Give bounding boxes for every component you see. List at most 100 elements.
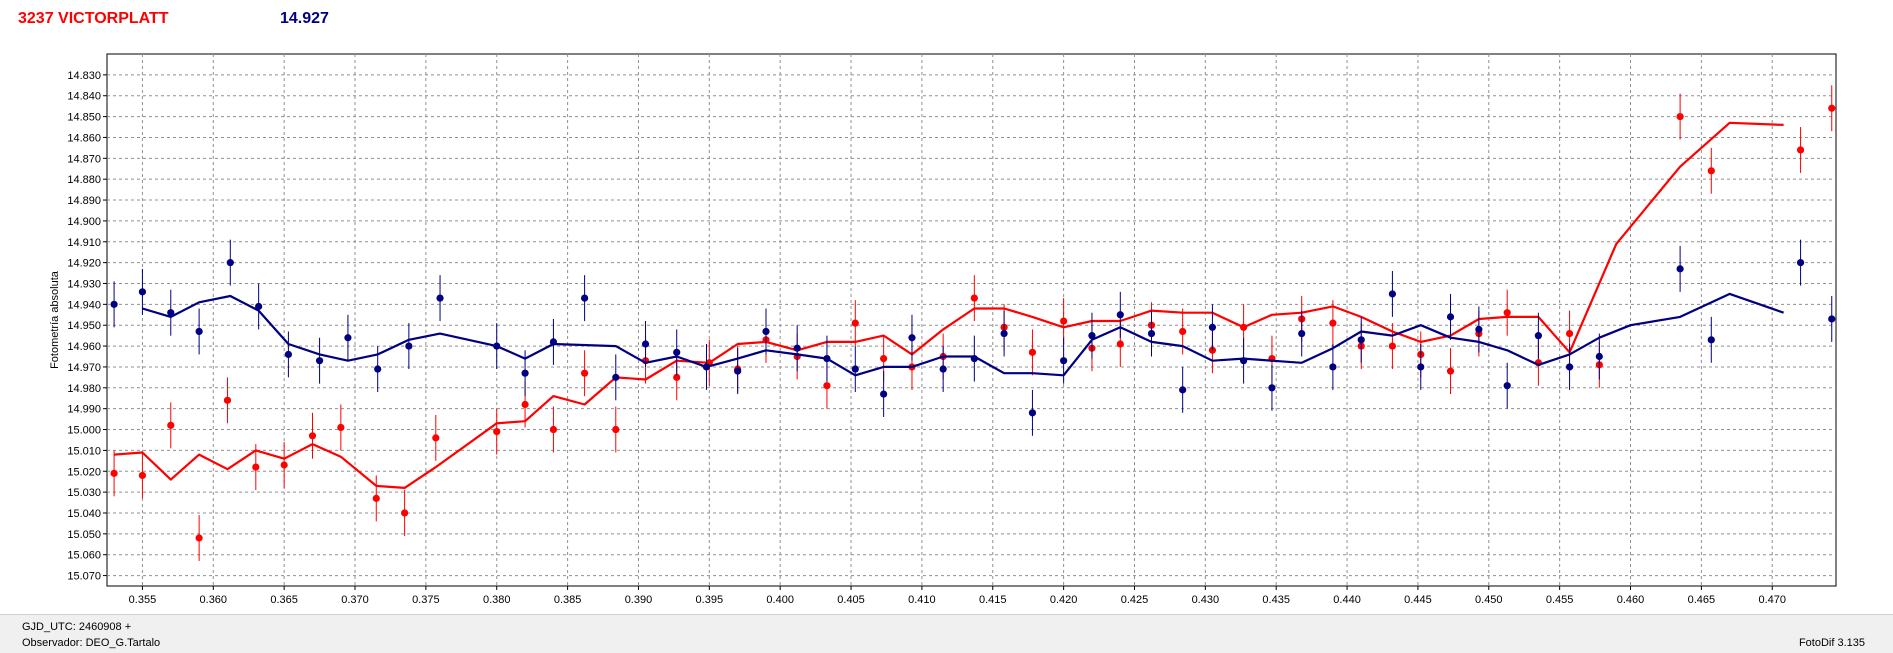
y-tick-label: 15.020 <box>67 466 101 478</box>
y-tick-label: 14.880 <box>67 174 101 186</box>
y-axis: 14.830 14.840 14.850 14.860 14.870 14.880 14.8… <box>67 70 107 583</box>
x-tick-label: 0.460 <box>1617 594 1645 606</box>
data-point <box>1796 259 1805 267</box>
data-point <box>851 319 859 327</box>
y-tick-label: 14.970 <box>67 362 101 374</box>
x-tick-label: 0.420 <box>1050 594 1078 606</box>
x-tick-label: 0.415 <box>979 594 1007 606</box>
data-point <box>432 434 440 442</box>
observer-label: Observador: DEO_G.Tartalo <box>22 637 161 649</box>
x-tick-label: 0.455 <box>1546 594 1574 606</box>
data-point <box>167 421 175 429</box>
version-label: FotoDif 3.135 <box>1798 637 1865 649</box>
data-point <box>1028 348 1037 356</box>
data-point <box>255 302 263 311</box>
data-point <box>1595 352 1603 361</box>
series-layer <box>110 85 1836 561</box>
data-point <box>1503 309 1511 317</box>
data-point <box>734 367 742 375</box>
x-tick-label: 0.425 <box>1121 594 1149 606</box>
y-tick-label: 14.890 <box>67 195 101 207</box>
data-point <box>284 350 293 359</box>
data-point <box>970 294 978 302</box>
data-point <box>1179 327 1187 336</box>
y-tick-label: 15.050 <box>67 529 101 541</box>
data-point <box>1116 340 1124 348</box>
data-point <box>1357 336 1365 344</box>
data-point <box>581 294 589 302</box>
series-fit-line <box>142 292 1784 377</box>
data-point <box>1707 336 1715 344</box>
data-point <box>1028 409 1037 417</box>
data-point <box>1676 112 1684 121</box>
data-point <box>702 363 711 371</box>
y-tick-label: 15.010 <box>67 445 101 457</box>
data-point <box>939 365 947 373</box>
plot-area <box>106 53 1837 587</box>
data-point <box>880 354 888 363</box>
data-point <box>1565 363 1574 371</box>
data-point <box>344 334 352 342</box>
x-tick-label: 0.440 <box>1333 594 1361 606</box>
data-point <box>1329 363 1337 371</box>
data-point <box>851 365 859 373</box>
data-point <box>1388 290 1397 298</box>
data-point <box>1828 315 1836 323</box>
data-point <box>641 340 650 348</box>
y-tick-label: 14.850 <box>67 112 101 124</box>
data-point <box>195 327 203 336</box>
y-tick-label: 14.950 <box>67 320 101 332</box>
y-tick-label: 14.900 <box>67 216 101 228</box>
data-point <box>110 469 118 477</box>
data-point <box>612 373 620 381</box>
x-tick-label: 0.365 <box>270 594 298 606</box>
data-point <box>1503 382 1511 390</box>
x-tick-label: 0.410 <box>908 594 936 606</box>
data-point <box>1565 329 1574 338</box>
data-point <box>1060 357 1068 365</box>
data-point <box>1208 323 1217 331</box>
data-point <box>337 423 345 432</box>
data-point <box>280 461 288 469</box>
y-tick-label: 15.000 <box>67 425 101 437</box>
object-title: 3237 VICTORPLATT <box>18 10 169 27</box>
data-point <box>1828 104 1836 112</box>
series-1 <box>110 239 1836 436</box>
y-tick-label: 14.910 <box>67 237 101 249</box>
data-point <box>1534 332 1542 340</box>
light-curve-chart: 14.830 14.840 14.850 14.860 14.870 14.880 14.8… <box>49 53 1837 606</box>
data-point <box>493 428 501 436</box>
grid-lines <box>107 54 1836 586</box>
data-point <box>195 534 203 542</box>
x-tick-label: 0.395 <box>696 594 724 606</box>
data-point <box>673 373 681 381</box>
data-point <box>374 365 382 373</box>
y-tick-label: 15.070 <box>67 571 101 583</box>
data-point <box>793 344 801 352</box>
x-tick-label: 0.465 <box>1688 594 1716 606</box>
x-tick-label: 0.355 <box>129 594 157 606</box>
data-point <box>1179 386 1187 394</box>
data-point <box>970 354 978 363</box>
x-tick-label: 0.385 <box>554 594 582 606</box>
data-point <box>1388 342 1397 350</box>
data-point <box>405 342 413 350</box>
data-point <box>1147 329 1156 338</box>
data-point <box>401 509 409 517</box>
data-point <box>167 309 175 317</box>
data-point <box>1060 317 1068 325</box>
y-tick-label: 15.040 <box>67 508 101 520</box>
x-tick-label: 0.445 <box>1404 594 1432 606</box>
status-footer: GJD_UTC: 2460908 + Observador: DEO_G.Tar… <box>0 614 1893 653</box>
data-point <box>315 357 324 365</box>
data-point <box>436 294 444 302</box>
y-tick-label: 14.990 <box>67 404 101 416</box>
x-tick-label: 0.360 <box>200 594 228 606</box>
x-tick-label: 0.405 <box>837 594 865 606</box>
y-tick-label: 14.960 <box>67 341 101 353</box>
data-point <box>549 338 558 346</box>
data-point <box>1116 311 1124 319</box>
data-point <box>612 425 620 434</box>
data-point <box>673 348 681 356</box>
y-tick-label: 14.860 <box>67 132 101 144</box>
